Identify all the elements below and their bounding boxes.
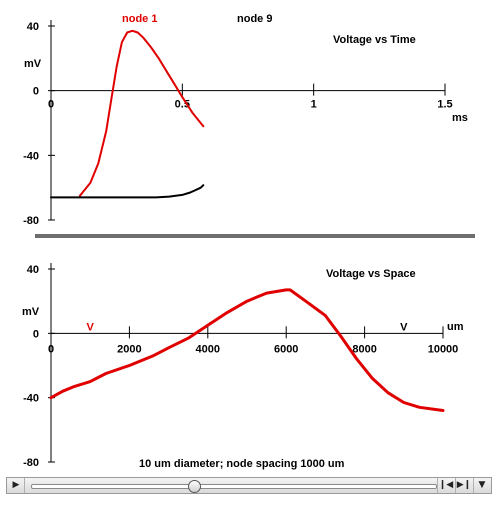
y-tick-label: 0: [33, 328, 39, 340]
x-tick-label: 0: [48, 343, 54, 355]
chart-divider: [35, 234, 475, 238]
playback-controls: ▶ ❙◀ ▶❙ ▼: [6, 477, 492, 494]
space-chart-ylabel: mV: [22, 306, 40, 318]
space-chart-axes: 40 0 -40 -80 0 2000 4000 6000 8000 10000: [23, 263, 458, 469]
dropdown-icon: ▼: [478, 480, 486, 490]
voltage-vs-time-chart: 400-40-800.5 1 1.50 Voltage vs Time mV ms …: [23, 13, 468, 227]
step-forward-button[interactable]: ▶❙: [455, 478, 472, 493]
space-chart-title: Voltage vs Space: [326, 268, 416, 280]
dropdown-button[interactable]: ▼: [473, 478, 490, 493]
step-forward-icon: ▶❙: [456, 480, 472, 490]
y-tick-label: -80: [23, 457, 39, 469]
playback-slider[interactable]: [31, 480, 437, 493]
space-chart-annotation: 10 um diameter; node spacing 1000 um: [139, 458, 345, 470]
time-chart-ylabel: mV: [24, 58, 42, 70]
y-tick-label: -80: [23, 215, 39, 227]
x-tick-label: 2000: [117, 343, 141, 355]
step-back-icon: ❙◀: [438, 480, 454, 490]
x-tick-label: 4000: [196, 343, 220, 355]
step-back-button[interactable]: ❙◀: [437, 478, 454, 493]
legend-node-1: node 1: [122, 13, 157, 25]
x-tick-label: 8000: [352, 343, 376, 355]
x-tick-label: 0: [48, 99, 54, 111]
y-tick-label: 40: [27, 264, 39, 276]
time-chart-series: [50, 29, 205, 199]
voltage-series-line: [49, 288, 445, 412]
time-chart-xlabel: ms: [452, 112, 468, 124]
x-tick-label: 10000: [428, 343, 459, 355]
voltage-charts: 400-40-800.5 1 1.50 Voltage vs Time mV ms …: [22, 13, 475, 470]
legend-node-9: node 9: [237, 13, 272, 25]
x-tick-label: 1: [311, 99, 317, 111]
play-button[interactable]: ▶: [8, 478, 25, 493]
y-tick-label: -40: [23, 150, 39, 162]
node-marker: V: [87, 321, 95, 333]
space-chart-xlabel: um: [447, 321, 464, 333]
y-tick-label: 40: [27, 21, 39, 33]
y-tick-label: 0: [33, 86, 39, 98]
node-9-series-line: [50, 184, 205, 199]
node-1-series-line: [78, 29, 205, 197]
time-chart-axes: 400-40-800.5 1 1.50: [23, 20, 453, 227]
x-tick-label: 1.5: [437, 99, 452, 111]
time-chart-title: Voltage vs Time: [333, 34, 416, 46]
node-marker: V: [400, 321, 408, 333]
y-tick-label: -40: [23, 393, 39, 405]
slider-thumb[interactable]: [187, 480, 201, 493]
play-icon: ▶: [12, 480, 20, 490]
x-tick-label: 6000: [274, 343, 298, 355]
